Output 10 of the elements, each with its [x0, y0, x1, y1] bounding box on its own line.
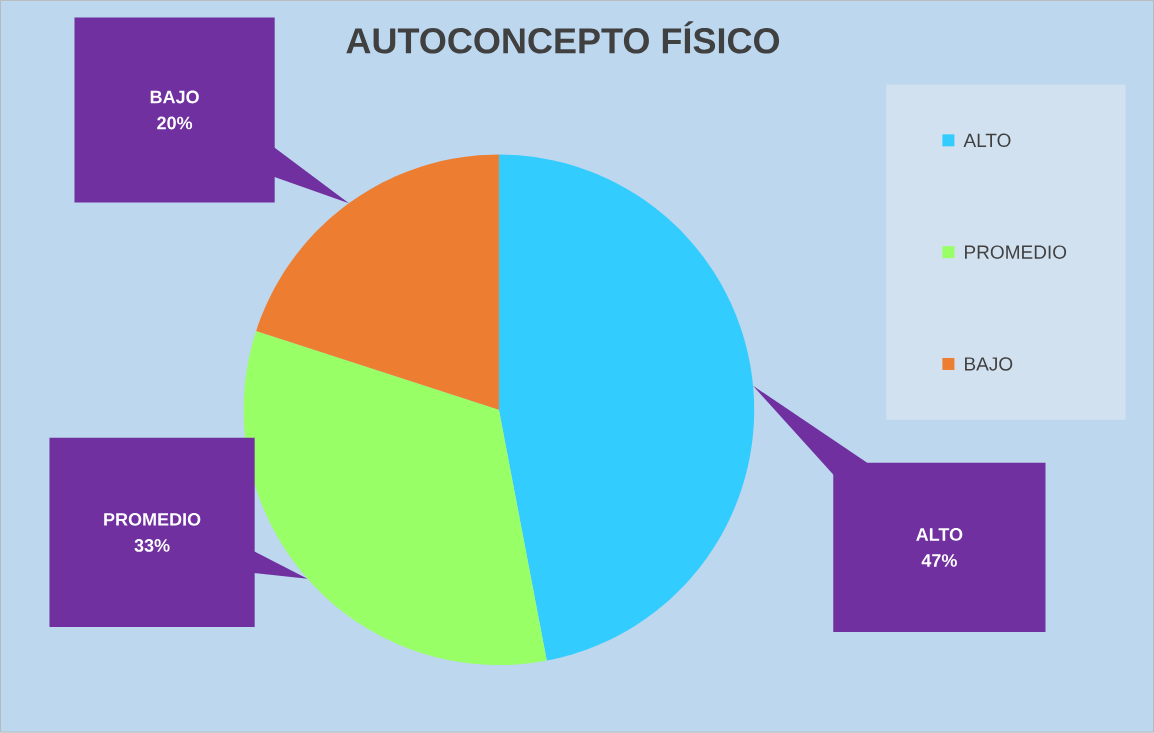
slice-label: ALTO	[916, 528, 963, 542]
legend-label: PROMEDIO	[965, 245, 1067, 260]
legend-label: ALTO	[963, 133, 1011, 148]
data-label: 47%	[921, 554, 957, 568]
legend-label: BAJO	[965, 357, 1013, 371]
chart-title: AUTOCONCEPTO FÍSICO	[346, 21, 780, 54]
slice-label: PROMEDIO	[104, 513, 201, 527]
data-label: 33%	[134, 539, 170, 553]
slice-label: BAJO	[150, 90, 199, 104]
data-label: 20%	[157, 116, 193, 130]
